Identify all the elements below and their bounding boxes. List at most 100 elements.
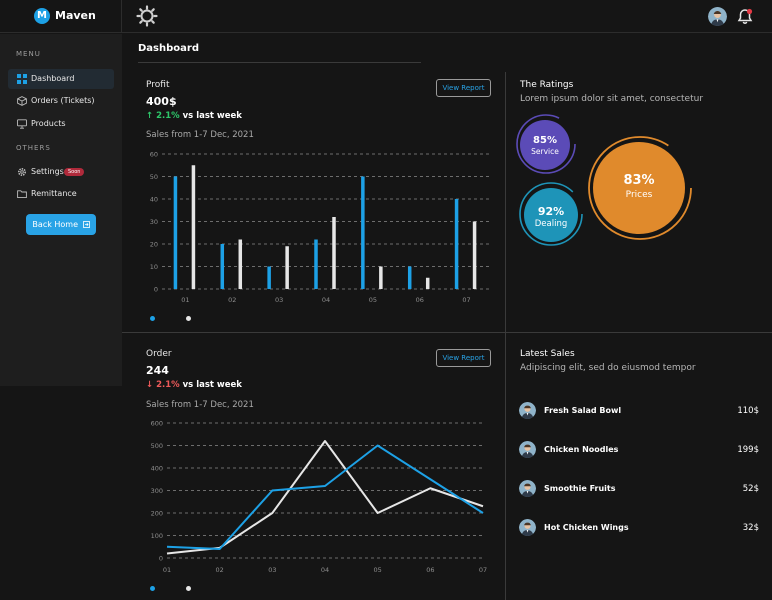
y-tick-label: 300 [151,487,163,495]
x-tick-label: 01 [163,566,171,574]
order-line-chart: 0 100 200 300 400 500 600 01 02 03 04 05 06 07 [151,420,488,575]
sidebar-item-label: Remittance [31,189,77,198]
dealing-label: Dealing [535,219,568,229]
sale-name: Hot Chicken Wings [544,523,629,532]
carousel-dot[interactable] [186,316,191,321]
order-change-text: vs last week [179,380,242,390]
x-tick-label: 06 [426,566,434,574]
carousel-dot-active[interactable] [150,586,155,591]
order-view-report-button[interactable]: View Report [436,349,491,367]
prices-label: Prices [626,190,653,200]
profit-bar-chart: 0 10 20 30 40 50 60 01 02 03 04 05 06 07 [150,151,490,304]
bar [454,199,459,289]
user-avatar[interactable] [708,7,727,26]
list-item[interactable]: Smoothie Fruits 52$ [519,480,759,498]
dealing-ring [519,182,583,246]
prices-ring [588,136,692,240]
x-tick-label: 07 [479,566,487,574]
horizontal-divider [122,332,772,333]
y-tick-label: 400 [151,465,163,473]
order-change-pct: 2.1% [156,380,180,390]
bar [472,221,477,289]
service-bubble[interactable] [520,120,570,170]
x-tick-label: 05 [369,296,377,304]
y-tick-label: 100 [151,532,163,540]
x-tick-label: 06 [416,296,424,304]
y-tick-label: 200 [151,510,163,518]
list-item[interactable]: Hot Chicken Wings 32$ [519,519,759,537]
y-tick-label: 40 [150,196,158,204]
bar [220,244,225,289]
profit-view-report-button[interactable]: View Report [436,79,491,97]
ratings-bubbles: 85% Service 92% Dealing 83% Prices [516,114,692,246]
series-line [166,440,484,555]
order-change: ↓ 2.1% vs last week [146,380,242,390]
monitor-icon [17,119,27,129]
sidebar-item-orders[interactable]: Orders (Tickets) [8,91,114,111]
sidebar-item-label: Orders (Tickets) [31,96,95,105]
profit-subtitle: Sales from 1-7 Dec, 2021 [146,130,254,140]
list-item[interactable]: Fresh Salad Bowl 110$ [519,402,759,420]
y-tick-label: 20 [150,241,158,249]
sidebar-item-dashboard[interactable]: Dashboard [8,69,114,89]
arrow-up-icon: ↑ [146,111,154,121]
back-home-button[interactable]: Back Home [26,214,96,235]
ratings-subtitle: Lorem ipsum dolor sit amet, consectetur [520,94,704,104]
dealing-bubble[interactable] [524,188,578,242]
x-tick-label: 04 [321,566,329,574]
profit-value: 400$ [146,95,177,108]
y-tick-label: 0 [159,555,163,563]
vertical-divider [505,72,506,600]
folder-icon [17,190,27,199]
title-divider [138,62,421,63]
bar [285,246,289,289]
y-tick-label: 600 [151,420,163,428]
sidebar-item-label: Products [31,119,66,128]
bar [407,266,412,289]
y-tick-label: 60 [150,151,158,159]
back-home-label: Back Home [32,220,79,229]
bar [191,165,196,289]
list-item[interactable]: Chicken Noodles 199$ [519,441,759,459]
sale-price: 32$ [742,523,759,533]
brand-name: Maven [55,9,96,22]
carousel-dot[interactable] [186,586,191,591]
y-tick-label: 50 [150,173,158,181]
y-tick-label: 500 [151,442,163,450]
sidebar-item-label: Dashboard [31,74,75,83]
sale-name: Fresh Salad Bowl [544,406,622,415]
brand-logo: M [34,8,50,24]
order-value: 244 [146,364,169,377]
bell-icon[interactable] [737,8,753,25]
sidebar: MENU Dashboard Orders (Tickets) Products… [0,34,122,386]
prices-bubble[interactable] [593,142,685,234]
profit-change: ↑ 2.1% vs last week [146,111,242,121]
y-tick-label: 30 [150,218,158,226]
avatar [519,402,536,419]
sidebar-item-remittance[interactable]: Remittance [8,184,114,204]
bar [379,266,383,289]
grid-icon [17,74,27,84]
bar [425,277,430,289]
sun-icon[interactable] [136,5,158,27]
avatar [519,519,536,536]
exit-icon [82,221,90,228]
sidebar-item-settings[interactable]: Settings Soon [8,162,114,182]
x-tick-label: 05 [374,566,382,574]
brand[interactable]: M Maven [0,0,122,33]
others-heading: OTHERS [16,144,51,152]
sale-price: 52$ [742,484,759,494]
prices-value: 83% [623,173,654,188]
x-tick-label: 03 [268,566,276,574]
series-line [166,444,484,550]
profit-label: Profit [146,80,170,90]
ratings-title: The Ratings [520,80,574,90]
y-tick-label: 0 [154,286,158,294]
cube-icon [17,96,27,106]
bar [314,239,318,289]
sidebar-item-products[interactable]: Products [8,114,114,134]
carousel-dot-active[interactable] [150,316,155,321]
x-tick-label: 02 [228,296,236,304]
y-tick-label: 10 [150,263,158,271]
sale-name: Chicken Noodles [544,445,619,454]
